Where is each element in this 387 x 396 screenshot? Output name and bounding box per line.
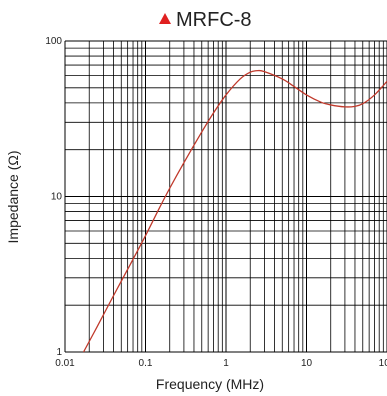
x-tick-label: 0.1: [139, 358, 153, 369]
impedance-series-line: [82, 69, 387, 353]
x-tick-label: 100: [379, 358, 387, 369]
title-triangle-marker: [159, 13, 171, 24]
x-axis-label: Frequency (MHz): [156, 376, 264, 392]
x-tick-label: 0.01: [55, 358, 75, 369]
y-tick-label: 10: [51, 192, 63, 203]
chart-title: MRFC-8: [176, 9, 252, 31]
x-tick-label: 10: [301, 358, 313, 369]
grid-layer: [64, 40, 387, 353]
y-tick-label: 1: [56, 347, 62, 358]
y-tick-label: 100: [45, 36, 62, 47]
series-layer: [82, 69, 387, 353]
x-tick-label: 1: [223, 358, 229, 369]
tick-label-layer: 0.01 0.1 1 10 100 1 10 100: [45, 36, 387, 369]
chart-title-group: MRFC-8: [159, 9, 252, 31]
y-axis-label: Impedance (Ω): [5, 151, 21, 244]
